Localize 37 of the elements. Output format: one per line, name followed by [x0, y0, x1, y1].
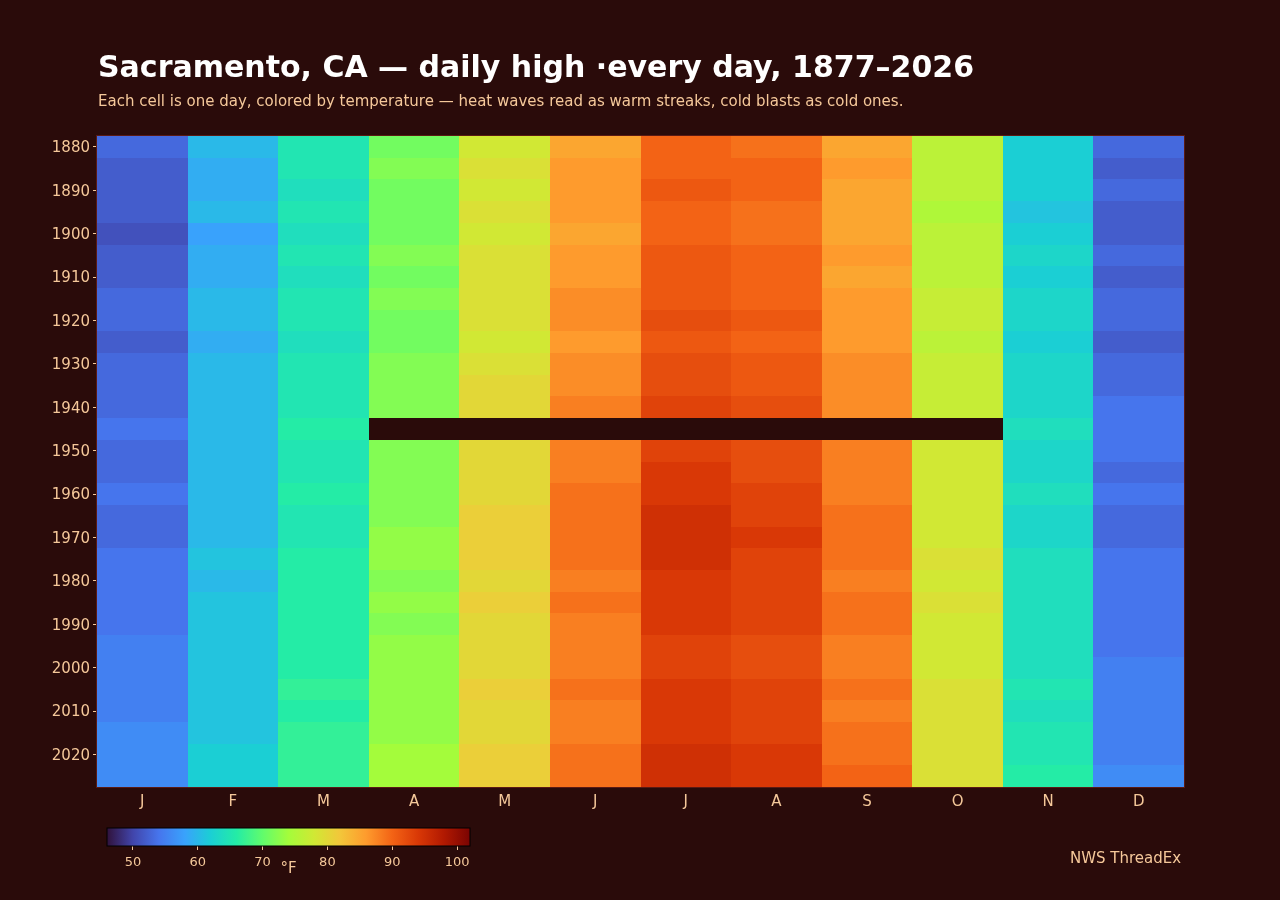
- chart-subtitle: Each cell is one day, colored by temperature — heat waves read as warm streaks, cold blasts as cold ones.: [98, 92, 904, 110]
- color-bar-title: °F: [280, 859, 297, 878]
- y-tick-label: 1960: [51, 485, 90, 504]
- y-tick-label: 2000: [51, 658, 90, 677]
- y-tick-label: 1950: [51, 441, 90, 460]
- x-tick-label: A: [771, 792, 783, 810]
- y-tick-label: 1930: [51, 355, 90, 374]
- x-tick-label: N: [1042, 792, 1054, 810]
- y-tick-label: 1910: [51, 268, 90, 287]
- y-tick-label: 1970: [51, 528, 90, 547]
- y-tick-label: 1940: [51, 398, 90, 417]
- color-bar-label: 60: [189, 853, 207, 869]
- x-tick-label: A: [408, 792, 420, 810]
- x-tick-label: J: [139, 792, 145, 810]
- y-tick-label: 1920: [51, 311, 90, 330]
- y-tick-label: 2010: [51, 702, 90, 721]
- x-tick-label: J: [591, 792, 598, 810]
- x-tick-label: M: [498, 792, 512, 810]
- y-tick-label: 1890: [51, 181, 90, 200]
- y-tick-label: 1980: [51, 572, 90, 591]
- color-bar-label: 80: [319, 853, 336, 869]
- color-bar-label: 50: [124, 853, 142, 869]
- y-tick-label: 2020: [51, 745, 90, 764]
- x-tick-label: D: [1132, 792, 1145, 810]
- y-tick-label: 1990: [51, 615, 90, 634]
- x-tick-label: S: [862, 792, 872, 810]
- x-tick-label: J: [682, 792, 689, 810]
- text: NWS ThreadEx: [1070, 849, 1182, 867]
- color-bar-label: 90: [383, 853, 401, 869]
- chart-title: Sacramento, CA — daily high ·every day, 1877–2026: [98, 49, 975, 84]
- y-tick-label: 1880: [51, 138, 90, 157]
- color-bar-label: 100: [444, 853, 470, 869]
- x-tick-label: M: [316, 792, 330, 810]
- x-tick-label: F: [228, 792, 238, 810]
- x-tick-label: O: [951, 792, 964, 810]
- y-tick-label: 1900: [51, 224, 90, 243]
- color-bar-label: 70: [254, 853, 271, 869]
